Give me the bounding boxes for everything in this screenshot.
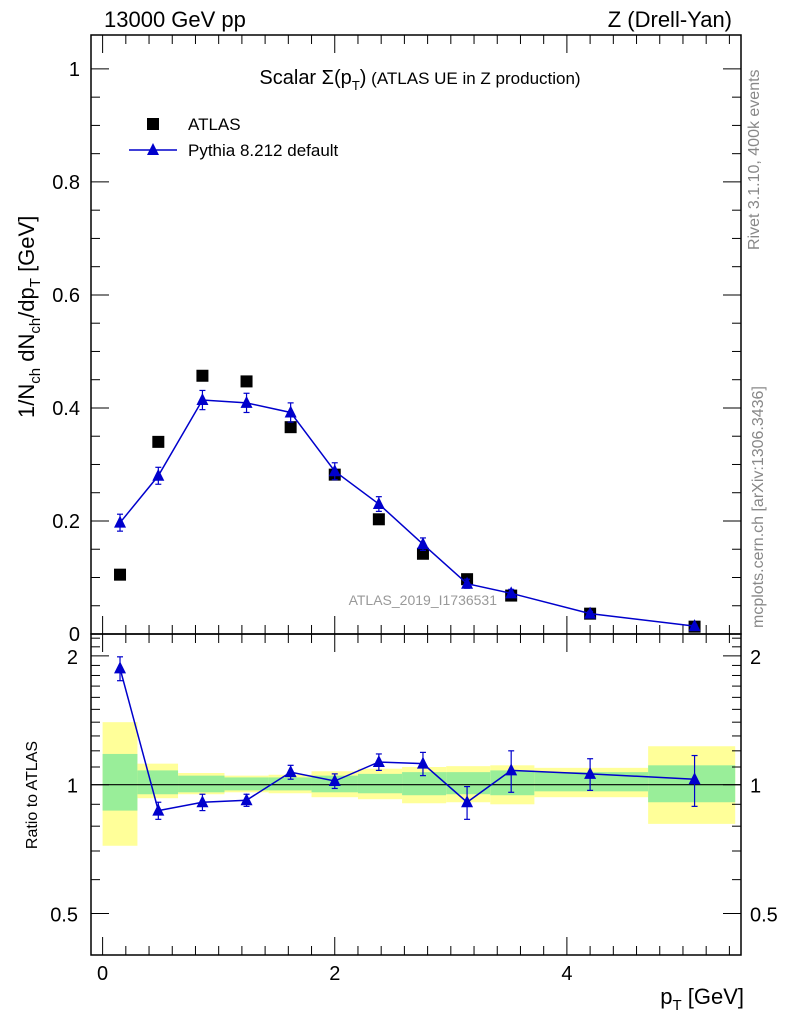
ratio-stat-band [446,772,491,795]
rivet-version-label: Rivet 3.1.10, 400k events [746,69,763,250]
x-tick-labels: 0 2 4 [97,963,572,985]
x-tick-label: 0 [97,963,108,985]
ratio-point [328,774,341,787]
header-right: Z (Drell-Yan) [608,7,732,32]
pythia-point [328,464,341,477]
legend: ATLAS Pythia 8.212 default [129,115,339,160]
x-tick-label: 4 [561,963,572,985]
ratio-y-tick-label-right: 1 [750,776,761,798]
analysis-watermark: ATLAS_2019_I1736531 [349,592,498,608]
ratio-y-tick-label-left: 0.5 [50,905,78,927]
pythia-point [584,606,597,619]
ratio-stat-band [268,777,312,791]
ratio-point [688,772,701,785]
pythia-line [119,399,695,627]
ratio-frame [90,633,742,956]
main-y-tick-label: 0.6 [52,285,80,307]
main-y-axis-label: 1/Nch dNch/dpT [GeV] [14,216,44,418]
pythia-point [688,619,701,632]
ratio-line [119,668,695,812]
legend-atlas-marker [147,118,159,130]
pythia-point [240,395,253,408]
ratio-axis-ticks [91,634,741,956]
main-data-layer [114,369,701,633]
pythia-point [461,576,474,589]
main-y-tick-label: 0.2 [52,511,80,533]
ratio-point [196,795,209,808]
mcplots-label: mcplots.cern.ch [arXiv:1306.3436] [750,386,767,628]
ratio-point [505,763,518,776]
ratio-point [114,661,127,674]
ratio-stat-band [534,772,649,792]
ratio-stat-band [224,777,269,791]
main-y-tick-label: 0.8 [52,172,80,194]
x-tick-label: 2 [329,963,340,985]
main-y-tick-label: 0 [69,624,80,646]
ratio-panel: 0.5 0.5 1 1 2 2 0 2 4 Ratio to ATLAS pT [GeV] [24,633,778,1014]
ratio-y-axis-label: Ratio to ATLAS [24,741,41,849]
legend-pythia-marker [147,143,159,155]
chart-title: Scalar Σ(pT) (ATLAS UE in Z production) [259,67,580,93]
pythia-point [114,515,127,528]
atlas-point [152,435,165,448]
ratio-point [461,795,474,808]
pythia-point [372,497,385,510]
pythia-point [196,393,209,406]
legend-pythia-label: Pythia 8.212 default [188,141,339,160]
header-left: 13000 GeV pp [104,7,246,32]
main-axis-ticks [91,35,741,635]
ratio-stat-band [137,770,179,795]
ratio-stat-band [402,772,447,796]
x-axis-label: pT [GeV] [660,984,744,1014]
ratio-point [284,765,297,778]
ratio-point [584,766,597,779]
ratio-point [240,793,253,806]
main-panel: 0 0.2 0.4 0.6 0.8 1 Scalar Σ(pT) (ATLAS UE in… [14,34,742,646]
ratio-y-tick-label-left: 1 [67,776,78,798]
atlas-point [114,568,127,581]
ratio-y-tick-label-right: 2 [750,647,761,669]
atlas-point [372,513,385,526]
ratio-point [152,803,165,816]
main-y-tick-label: 0.4 [52,398,80,420]
legend-atlas-label: ATLAS [188,115,241,134]
ratio-data-layer [114,656,701,820]
atlas-point [240,375,253,388]
ratio-y-tick-label-right: 0.5 [750,905,778,927]
main-y-tick-label: 1 [69,59,80,81]
ratio-point [416,756,429,769]
pythia-point [152,468,165,481]
pythia-point [505,586,518,599]
pythia-point [416,537,429,550]
ratio-stat-band [357,773,403,794]
ratio-y-tick-labels: 0.5 0.5 1 1 2 2 [50,647,778,927]
main-y-tick-labels: 0 0.2 0.4 0.6 0.8 1 [52,59,80,646]
atlas-point [284,421,297,434]
atlas-point [196,369,209,382]
ratio-stat-band [102,753,138,811]
ratio-uncertainty-bands [91,722,741,846]
ratio-y-tick-label-left: 2 [67,647,78,669]
pythia-point [284,405,297,418]
ratio-point [372,754,385,767]
ratio-stat-band [178,775,225,793]
